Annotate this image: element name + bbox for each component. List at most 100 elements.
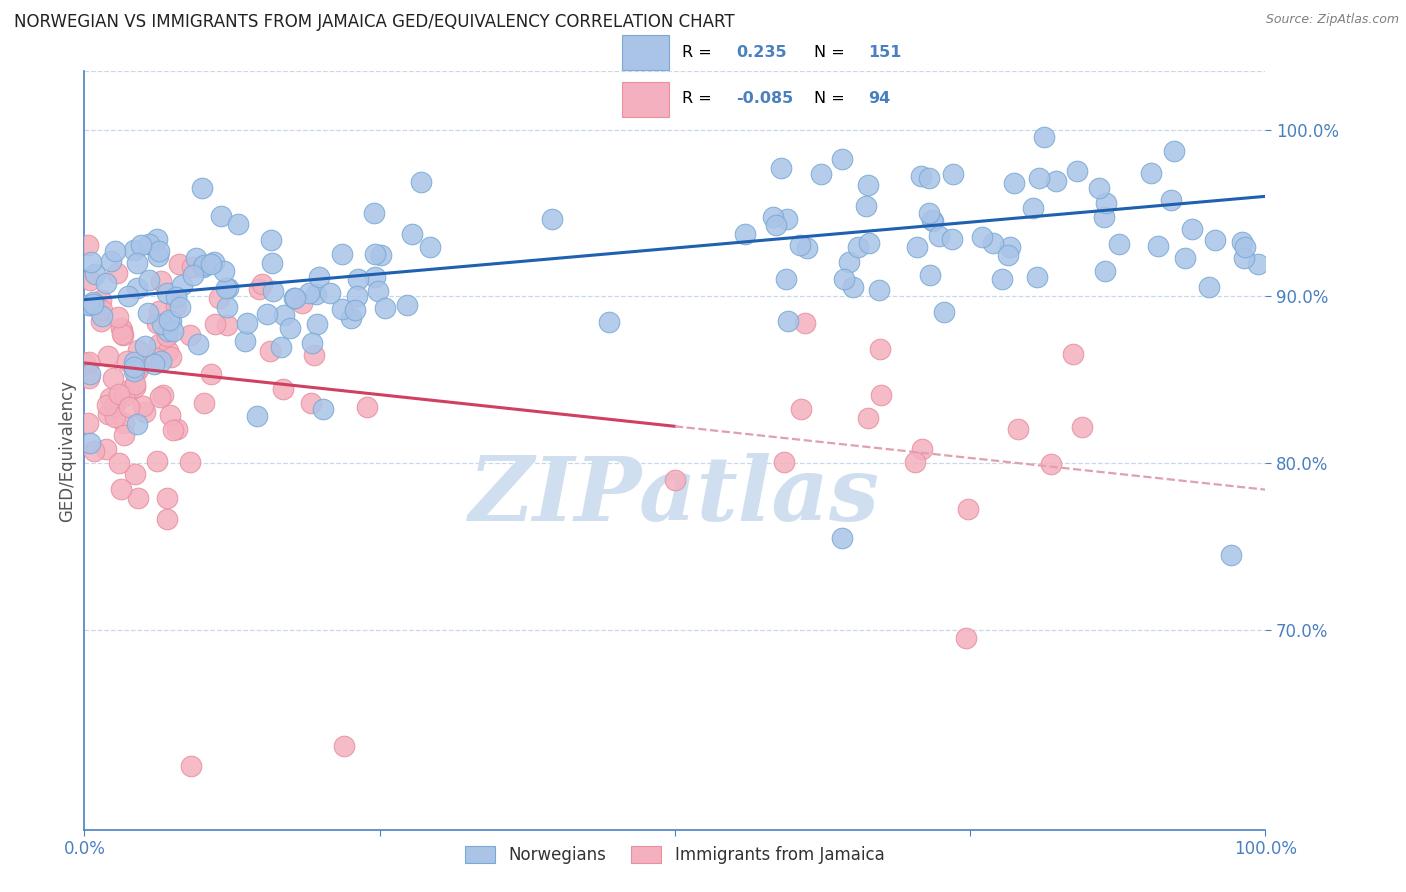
Point: [202, 254, 225, 268]
Point: [284, 291, 307, 305]
Point: [79, 255, 101, 269]
Point: [1022, 201, 1045, 215]
Point: [79, 272, 101, 286]
Point: [166, 422, 188, 436]
Point: [734, 227, 756, 241]
Point: [1002, 176, 1025, 190]
Point: [858, 235, 880, 250]
Point: [1230, 235, 1253, 250]
Point: [90, 314, 112, 328]
Point: [134, 339, 156, 353]
Point: [215, 300, 238, 314]
Point: [796, 241, 818, 255]
Point: [1087, 180, 1109, 194]
Point: [79, 367, 101, 381]
Point: [94, 442, 117, 456]
Point: [1140, 165, 1163, 179]
Point: [160, 314, 183, 328]
Point: [77, 298, 100, 312]
Point: [150, 317, 173, 331]
Point: [96, 407, 118, 421]
Point: [180, 759, 202, 773]
Point: [112, 389, 135, 403]
Point: [187, 336, 209, 351]
Point: [955, 631, 977, 645]
Point: [91, 309, 114, 323]
Point: [110, 321, 132, 335]
Point: [305, 286, 328, 301]
Point: [191, 180, 214, 194]
Point: [104, 244, 127, 258]
Point: [108, 387, 131, 401]
Point: [112, 327, 135, 342]
Text: 151: 151: [868, 45, 901, 60]
Point: [1160, 193, 1182, 207]
Point: [100, 253, 122, 268]
Point: [921, 214, 943, 228]
Point: [228, 217, 250, 231]
Point: [262, 285, 284, 299]
Point: [111, 323, 134, 337]
Point: [165, 290, 187, 304]
Point: [150, 274, 173, 288]
Point: [138, 273, 160, 287]
Point: [156, 491, 179, 506]
Point: [330, 247, 353, 261]
Point: [870, 388, 893, 402]
Point: [1007, 422, 1029, 436]
Text: R =: R =: [682, 91, 713, 106]
Point: [1045, 174, 1067, 188]
Point: [233, 334, 256, 348]
Point: [339, 310, 361, 325]
Legend: Norwegians, Immigrants from Jamaica: Norwegians, Immigrants from Jamaica: [458, 839, 891, 871]
Point: [157, 324, 180, 338]
Point: [997, 248, 1019, 262]
Point: [970, 229, 993, 244]
Point: [200, 257, 222, 271]
Point: [191, 260, 214, 274]
Point: [259, 344, 281, 359]
Point: [598, 315, 620, 329]
Point: [1147, 238, 1170, 252]
Point: [146, 232, 169, 246]
Y-axis label: GED/Equivalency: GED/Equivalency: [58, 379, 76, 522]
Point: [776, 314, 799, 328]
Point: [273, 308, 295, 322]
Point: [1233, 251, 1256, 265]
Point: [124, 376, 146, 391]
Point: [1066, 163, 1088, 178]
Point: [184, 251, 207, 265]
Point: [298, 286, 321, 301]
Point: [79, 298, 101, 312]
Point: [256, 307, 278, 321]
Point: [149, 390, 172, 404]
Point: [308, 270, 330, 285]
Point: [776, 211, 799, 226]
Text: R =: R =: [682, 45, 713, 60]
Point: [118, 383, 141, 397]
Point: [1095, 196, 1118, 211]
Point: [346, 289, 368, 303]
Point: [97, 349, 120, 363]
Point: [1163, 145, 1185, 159]
Point: [956, 502, 979, 516]
Point: [214, 281, 236, 295]
Point: [105, 266, 128, 280]
Point: [108, 456, 131, 470]
Bar: [621, 82, 669, 117]
Point: [1233, 240, 1256, 254]
Text: N =: N =: [814, 45, 845, 60]
Text: ZIPatlas: ZIPatlas: [470, 453, 880, 539]
Point: [125, 365, 148, 379]
Point: [370, 248, 392, 262]
Text: NORWEGIAN VS IMMIGRANTS FROM JAMAICA GED/EQUIVALENCY CORRELATION CHART: NORWEGIAN VS IMMIGRANTS FROM JAMAICA GED…: [14, 13, 735, 31]
Point: [103, 399, 125, 413]
Point: [247, 282, 270, 296]
Point: [789, 402, 811, 417]
Point: [762, 210, 785, 224]
Point: [103, 371, 125, 385]
Point: [333, 739, 356, 754]
Point: [159, 408, 181, 422]
Point: [129, 238, 152, 252]
Point: [983, 236, 1005, 251]
